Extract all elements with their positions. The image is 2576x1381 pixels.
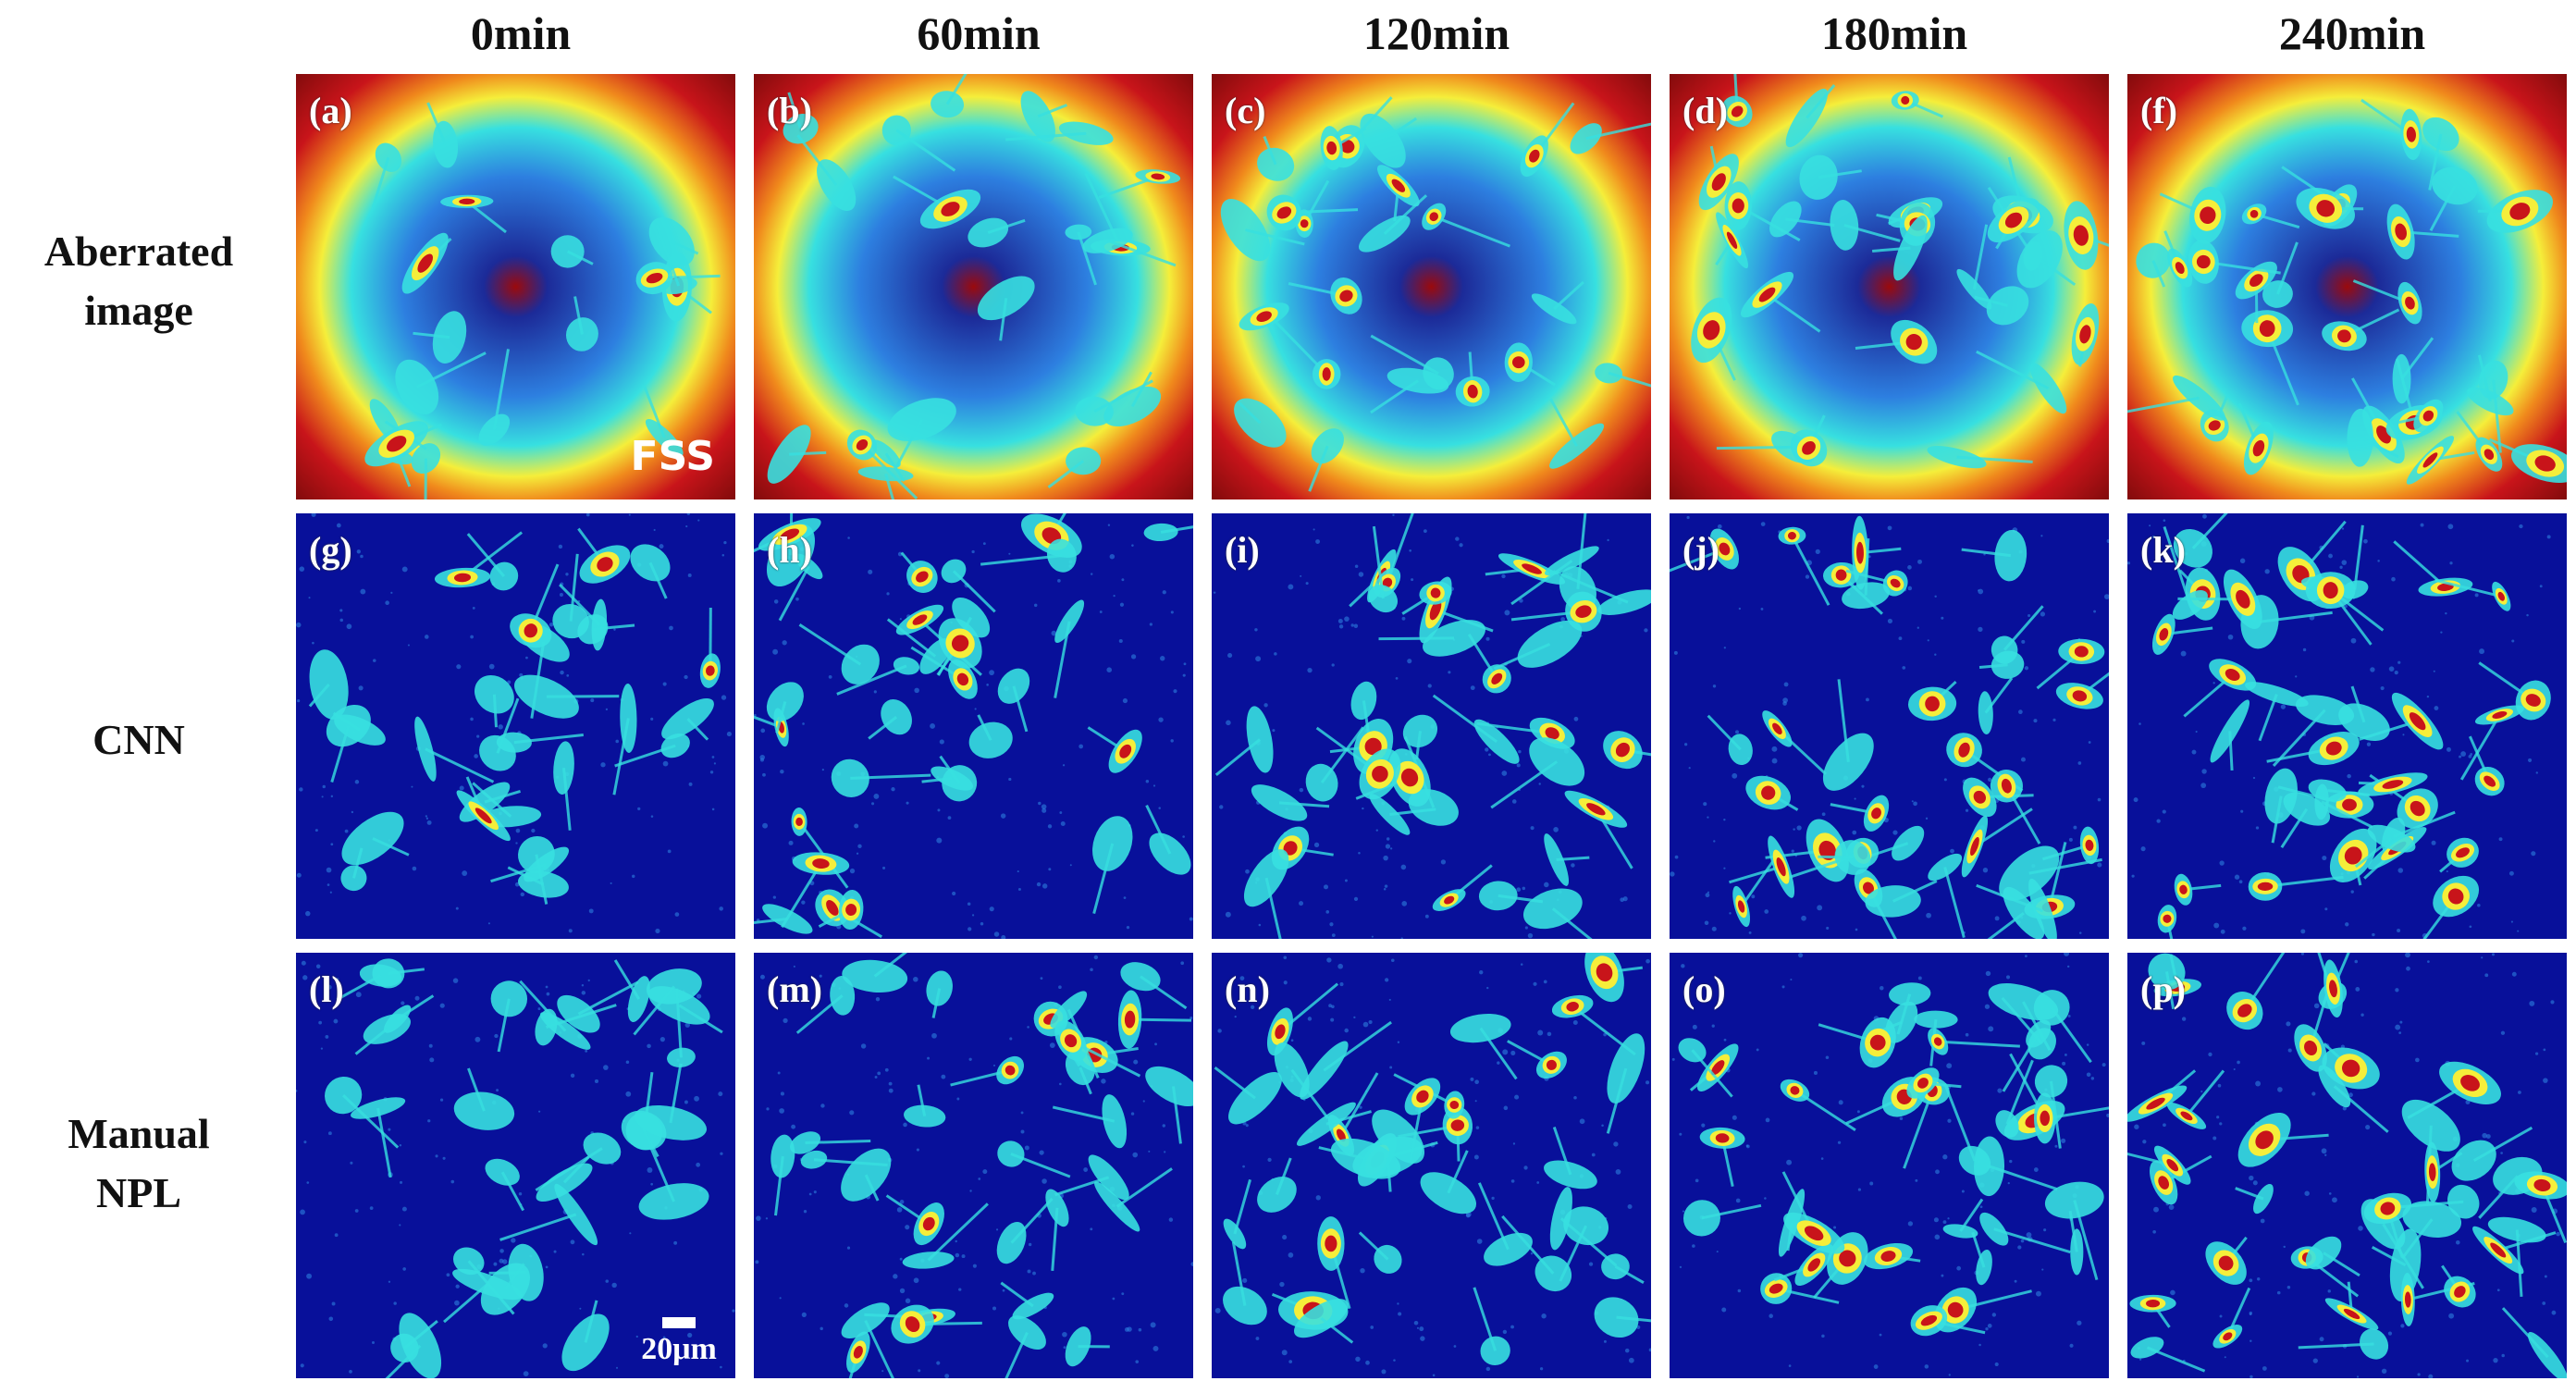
- row-label-aberrated-line2: image: [84, 287, 193, 334]
- panel-letter: (o): [1682, 968, 1726, 1010]
- panel-image-2-3: [1670, 953, 2109, 1378]
- panel-image-0-0: [296, 74, 735, 499]
- panel-0-0: (a) FSS: [296, 74, 735, 499]
- scale-bar-label: 20μm: [641, 1332, 717, 1366]
- column-header-60min: 60min: [917, 7, 1041, 59]
- panel-letter: (b): [767, 90, 812, 131]
- panel-2-2: (n): [1212, 953, 1651, 1378]
- panel-letter: (k): [2140, 529, 2186, 571]
- panel-2-0: (l) 20μm: [296, 953, 735, 1378]
- panel-image-1-2: [1212, 513, 1651, 939]
- panel-image-2-1: [754, 953, 1193, 1378]
- panel-letter: (d): [1682, 90, 1728, 131]
- panel-image-0-3: [1670, 74, 2109, 499]
- panel-0-4: (f): [2127, 74, 2567, 499]
- panel-image-1-3: [1670, 513, 2109, 939]
- row-label-manual-line1: Manual: [68, 1110, 210, 1157]
- scale-bar: 20μm: [628, 1317, 730, 1365]
- panel-1-0: (g): [296, 513, 735, 939]
- panel-2-3: (o): [1670, 953, 2109, 1378]
- panel-letter: (j): [1682, 529, 1719, 571]
- panel-1-2: (i): [1212, 513, 1651, 939]
- panel-0-2: (c): [1212, 74, 1651, 499]
- row-label-manual-line2: NPL: [96, 1169, 181, 1216]
- column-header-240min: 240min: [2278, 7, 2426, 59]
- row-label-manual-npl: Manual NPL: [0, 1104, 277, 1223]
- flow-label: FSS: [630, 433, 715, 480]
- panel-letter: (g): [309, 529, 352, 571]
- panel-image-2-2: [1212, 953, 1651, 1378]
- panel-1-4: (k): [2127, 513, 2567, 939]
- panel-1-1: (h): [754, 513, 1193, 939]
- row-label-cnn-line1: CNN: [92, 716, 185, 763]
- panel-image-1-1: [754, 513, 1193, 939]
- arrow-up-icon: [631, 437, 735, 499]
- panel-letter: (l): [309, 968, 344, 1010]
- panel-letter: (c): [1225, 90, 1266, 131]
- panel-image-2-0: [296, 953, 735, 1378]
- panel-letter: (f): [2140, 90, 2177, 131]
- panel-image-0-2: [1212, 74, 1651, 499]
- panel-image-2-4: [2127, 953, 2567, 1378]
- row-label-cnn: CNN: [0, 710, 277, 770]
- panel-letter: (m): [767, 968, 822, 1010]
- panel-image-0-4: [2127, 74, 2567, 499]
- panel-1-3: (j): [1670, 513, 2109, 939]
- panel-letter: (i): [1225, 529, 1260, 571]
- panel-0-3: (d): [1670, 74, 2109, 499]
- panel-letter: (p): [2140, 968, 2186, 1010]
- panel-letter: (n): [1225, 968, 1270, 1010]
- panel-image-0-1: [754, 74, 1193, 499]
- row-label-aberrated: Aberrated image: [0, 222, 277, 340]
- panel-image-1-4: [2127, 513, 2567, 939]
- column-header-180min: 180min: [1820, 7, 1968, 59]
- panel-0-1: (b): [754, 74, 1193, 499]
- scale-bar-line: [662, 1317, 696, 1328]
- panel-2-4: (p): [2127, 953, 2567, 1378]
- column-header-0min: 0min: [470, 7, 572, 59]
- panel-2-1: (m): [754, 953, 1193, 1378]
- column-header-120min: 120min: [1362, 7, 1510, 59]
- panel-image-1-0: [296, 513, 735, 939]
- panel-letter: (a): [309, 90, 352, 131]
- flow-direction-annotation: FSS: [631, 437, 715, 477]
- row-label-aberrated-line1: Aberrated: [43, 228, 234, 275]
- panel-letter: (h): [767, 529, 812, 571]
